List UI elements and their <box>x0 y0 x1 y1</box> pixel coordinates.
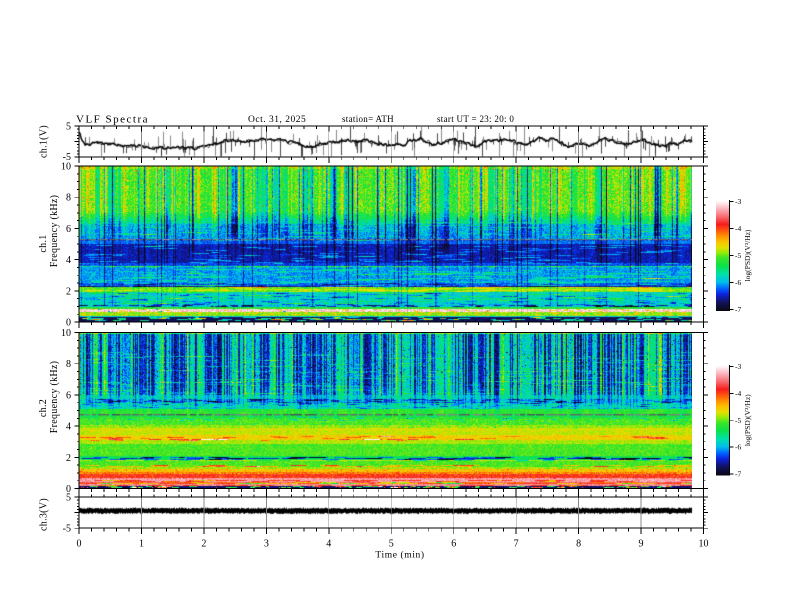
svg-text:VLF Spectra: VLF Spectra <box>76 114 149 126</box>
svg-text:2: 2 <box>66 453 71 464</box>
svg-text:-5: -5 <box>63 152 71 163</box>
svg-text:log(PSD)(V²/Hz): log(PSD)(V²/Hz) <box>743 229 752 281</box>
svg-text:ch.1: ch.1 <box>38 234 49 252</box>
svg-text:-4: -4 <box>735 389 741 398</box>
svg-text:0: 0 <box>66 484 71 495</box>
svg-text:-5: -5 <box>63 524 71 535</box>
svg-text:0: 0 <box>77 539 82 550</box>
svg-text:5: 5 <box>66 493 71 504</box>
svg-text:-5: -5 <box>735 416 741 425</box>
svg-text:4: 4 <box>66 422 71 433</box>
svg-text:-3: -3 <box>735 197 741 206</box>
svg-text:6: 6 <box>451 539 456 550</box>
svg-text:-7: -7 <box>735 305 741 314</box>
svg-text:ch.3(V): ch.3(V) <box>39 498 50 531</box>
svg-text:8: 8 <box>576 539 581 550</box>
svg-text:log(PSD)(V²/Hz): log(PSD)(V²/Hz) <box>743 394 752 446</box>
svg-text:6: 6 <box>66 224 71 235</box>
svg-text:0: 0 <box>66 318 71 329</box>
svg-text:8: 8 <box>66 359 71 370</box>
svg-text:start UT = 23: 20: 0: start UT = 23: 20: 0 <box>437 114 514 124</box>
svg-text:Frequency (kHz): Frequency (kHz) <box>49 361 60 434</box>
svg-text:6: 6 <box>66 390 71 401</box>
svg-text:2: 2 <box>201 539 206 550</box>
svg-text:2: 2 <box>66 286 71 297</box>
svg-text:Time (min): Time (min) <box>375 550 424 561</box>
svg-text:5: 5 <box>389 539 394 550</box>
svg-text:Frequency (kHz): Frequency (kHz) <box>49 195 60 268</box>
svg-text:Oct. 31, 2025: Oct. 31, 2025 <box>248 115 306 125</box>
svg-text:9: 9 <box>639 539 644 550</box>
svg-text:10: 10 <box>61 162 71 173</box>
svg-text:-6: -6 <box>735 278 741 287</box>
svg-text:1: 1 <box>139 539 144 550</box>
svg-text:4: 4 <box>326 539 331 550</box>
svg-text:10: 10 <box>61 328 71 339</box>
svg-text:5: 5 <box>66 122 71 133</box>
svg-text:7: 7 <box>514 539 519 550</box>
svg-text:station= ATH: station= ATH <box>342 114 394 124</box>
svg-text:3: 3 <box>264 539 269 550</box>
svg-text:-3: -3 <box>735 362 741 371</box>
svg-text:ch.2: ch.2 <box>38 399 49 417</box>
svg-text:-7: -7 <box>735 470 741 479</box>
svg-text:4: 4 <box>66 255 71 266</box>
svg-text:-5: -5 <box>735 251 741 260</box>
svg-text:ch.1(V): ch.1(V) <box>39 125 50 158</box>
svg-text:10: 10 <box>699 539 709 550</box>
svg-text:-4: -4 <box>735 224 741 233</box>
svg-text:-6: -6 <box>735 443 741 452</box>
svg-text:8: 8 <box>66 193 71 204</box>
